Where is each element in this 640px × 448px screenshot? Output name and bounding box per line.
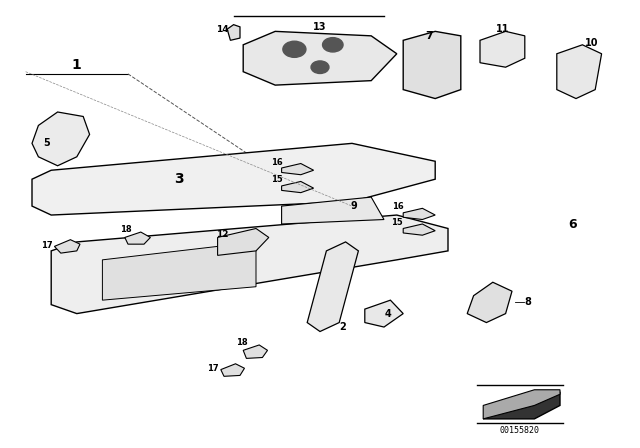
- Polygon shape: [282, 181, 314, 193]
- Polygon shape: [403, 224, 435, 235]
- Polygon shape: [365, 300, 403, 327]
- Text: 18: 18: [236, 338, 248, 347]
- Polygon shape: [467, 282, 512, 323]
- Polygon shape: [282, 197, 384, 224]
- Polygon shape: [282, 164, 314, 175]
- Text: 7: 7: [425, 31, 433, 41]
- Text: 8: 8: [525, 297, 531, 307]
- Polygon shape: [227, 25, 240, 40]
- Polygon shape: [218, 228, 269, 255]
- Polygon shape: [483, 390, 560, 419]
- Text: 15: 15: [391, 218, 403, 227]
- Polygon shape: [483, 392, 560, 419]
- Polygon shape: [32, 143, 435, 215]
- Text: 17: 17: [207, 364, 219, 373]
- Text: 4: 4: [385, 309, 392, 319]
- Text: 6: 6: [568, 217, 577, 231]
- Text: 15: 15: [271, 175, 282, 184]
- Text: 12: 12: [216, 230, 229, 239]
- Text: 00155820: 00155820: [500, 426, 540, 435]
- Polygon shape: [125, 232, 150, 244]
- Polygon shape: [243, 345, 268, 358]
- Circle shape: [283, 41, 306, 57]
- Text: 18: 18: [120, 225, 132, 234]
- Polygon shape: [557, 45, 602, 99]
- Text: 2: 2: [339, 322, 346, 332]
- Text: 16: 16: [271, 158, 283, 167]
- Text: 13: 13: [313, 22, 327, 32]
- Polygon shape: [403, 31, 461, 99]
- Polygon shape: [221, 364, 244, 376]
- Polygon shape: [243, 31, 397, 85]
- Polygon shape: [403, 208, 435, 220]
- Text: 10: 10: [585, 38, 599, 47]
- Polygon shape: [307, 242, 358, 332]
- Text: 1: 1: [72, 58, 82, 72]
- Text: 17: 17: [41, 241, 52, 250]
- Polygon shape: [32, 112, 90, 166]
- Text: 16: 16: [392, 202, 404, 211]
- Circle shape: [323, 38, 343, 52]
- Text: 11: 11: [496, 24, 510, 34]
- Text: 9: 9: [351, 201, 357, 211]
- Polygon shape: [480, 31, 525, 67]
- Polygon shape: [51, 215, 448, 314]
- Text: 5: 5: [44, 138, 50, 148]
- Circle shape: [311, 61, 329, 73]
- Polygon shape: [102, 242, 256, 300]
- Polygon shape: [54, 240, 80, 253]
- Text: 14: 14: [216, 25, 229, 34]
- Text: 3: 3: [174, 172, 184, 186]
